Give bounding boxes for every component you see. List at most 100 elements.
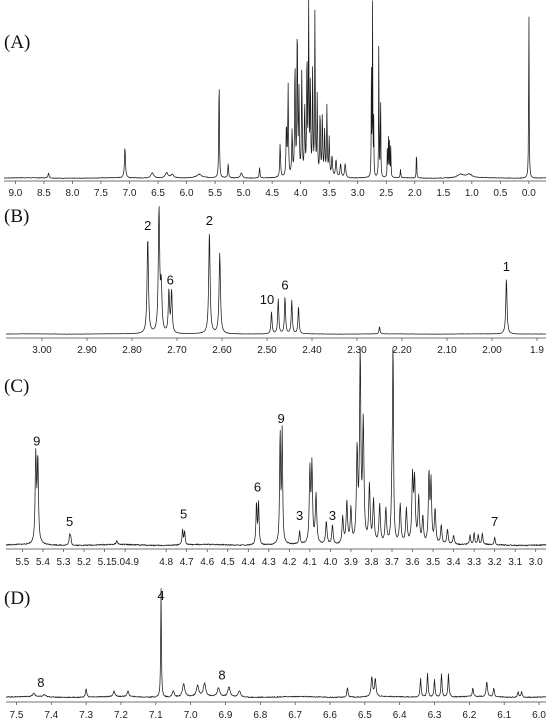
x-tick-label: 0.5: [493, 188, 507, 199]
x-tick-label: 7.0: [123, 188, 137, 199]
x-tick-label: 2.90: [77, 345, 97, 356]
x-tick-label: 4.3: [262, 557, 276, 568]
x-tick-label: 6.3: [428, 710, 442, 721]
x-tick-label: 3.6: [406, 557, 420, 568]
x-tick-label: 6.8: [253, 710, 267, 721]
x-tick-label: 1.5: [436, 188, 450, 199]
peak-label: 8: [218, 668, 225, 683]
x-tick-label: 5.5: [208, 188, 222, 199]
peak-label: 5: [66, 514, 73, 529]
peak-label: 2: [144, 218, 151, 233]
peak-label: 9: [278, 411, 285, 426]
panel-label-c: (C): [4, 376, 29, 397]
peak-label: 6: [254, 480, 261, 495]
x-tick-label: 2.80: [122, 345, 142, 356]
x-tick-label: 3.0: [351, 188, 365, 199]
spectrum-trace: [5, 588, 547, 699]
x-tick-label: 2.0: [408, 188, 422, 199]
x-tick-label: 6.0: [532, 710, 546, 721]
panel-label-a: (A): [4, 32, 30, 53]
x-tick-label: 7.5: [94, 188, 108, 199]
peak-label: 3: [296, 508, 303, 523]
panel-label-d: (D): [4, 588, 30, 609]
x-tick-label: 4.4: [241, 557, 255, 568]
x-tick-label: 7.2: [114, 710, 128, 721]
peak-label: 8: [37, 675, 44, 690]
x-tick-label: 2.70: [167, 345, 187, 356]
x-tick-label: 2.10: [437, 345, 457, 356]
x-tick-label: 6.1: [497, 710, 511, 721]
x-tick-label: 1.0: [465, 188, 479, 199]
panel-a: (A) 9.0 8.5 8.0 7.5 7.0 6.5 6.0 5.5 5.0 4.5 4.0 3.5…: [3, 0, 547, 199]
x-tick-label: 2.50: [257, 345, 277, 356]
x-tick-label: 8.5: [37, 188, 51, 199]
peak-label: 3: [329, 508, 336, 523]
x-tick-label: 5.5: [15, 557, 29, 568]
x-tick-label: 4.6: [200, 557, 214, 568]
x-tick-label: 7.4: [44, 710, 58, 721]
x-tick-label: 5.0: [237, 188, 251, 199]
x-tick-label: 2.40: [302, 345, 322, 356]
panel-d: (D) 7.5 7.4 7.3 7.2 7.1 7.0 6.9 6.8 6.7 6.6 6.5 6.4…: [4, 588, 546, 721]
x-tick-label: 3.8: [365, 557, 379, 568]
x-tick-label: 5.1: [98, 557, 112, 568]
panel-b: (B) 3.00 2.90 2.80 2.70 2.60 2.50 2.40 2.30 2.20…: [4, 206, 547, 356]
x-tick-label: 4.0: [294, 188, 308, 199]
peak-label: 6: [167, 272, 174, 287]
x-tick-label: 2.60: [212, 345, 232, 356]
panel-label-b: (B): [4, 206, 29, 227]
x-tick-label: 6.2: [462, 710, 476, 721]
x-tick-label: 6.4: [393, 710, 407, 721]
x-tick-label: 0.0: [522, 188, 536, 199]
panel-c: (C) 5.5 5.4 5.3 5.2 5.1 5.04.9 4.8 4.7 4.6 4.5 4.4…: [4, 347, 547, 568]
peak-label: 2: [206, 213, 213, 228]
x-tick-label: 3.3: [467, 557, 481, 568]
x-tick-label: 3.0: [529, 557, 543, 568]
x-tick-label: 6.7: [288, 710, 302, 721]
x-tick-label: 6.5: [358, 710, 372, 721]
x-tick-label: 5.4: [36, 557, 50, 568]
peak-label: 1: [503, 259, 510, 274]
x-tick-label: 5.2: [77, 557, 91, 568]
x-tick-label: 1.9: [530, 345, 544, 356]
spectrum-trace: [3, 0, 547, 179]
x-tick-label: 6.5: [151, 188, 165, 199]
x-tick-label: 7.5: [9, 710, 23, 721]
x-tick-label: 6.6: [323, 710, 337, 721]
x-tick-label: 2.30: [347, 345, 367, 356]
peak-label: 6: [281, 277, 288, 292]
x-tick-label: 5.04.9: [111, 557, 139, 568]
peak-label: 5: [180, 506, 187, 521]
peak-label: 10: [260, 292, 274, 307]
x-tick-label: 4.5: [221, 557, 235, 568]
x-tick-label: 5.3: [57, 557, 71, 568]
spectrum-trace: [5, 206, 547, 335]
x-tick-label: 6.0: [180, 188, 194, 199]
x-tick-label: 2.20: [392, 345, 412, 356]
x-tick-label: 8.0: [66, 188, 80, 199]
x-tick-label: 3.5: [322, 188, 336, 199]
x-tick-label: 3.00: [32, 345, 52, 356]
x-tick-label: 3.9: [344, 557, 358, 568]
peak-label: 9: [33, 434, 40, 449]
x-tick-label: 3.7: [385, 557, 399, 568]
x-tick-label: 6.9: [219, 710, 233, 721]
x-tick-label: 7.0: [184, 710, 198, 721]
x-tick-label: 3.4: [447, 557, 461, 568]
x-tick-label: 3.5: [426, 557, 440, 568]
peak-label: 7: [491, 514, 498, 529]
x-tick-label: 4.7: [180, 557, 194, 568]
x-tick-label: 2.5: [379, 188, 393, 199]
x-tick-label: 3.1: [508, 557, 522, 568]
x-tick-label: 9.0: [8, 188, 22, 199]
x-tick-label: 4.1: [303, 557, 317, 568]
x-tick-label: 3.2: [488, 557, 502, 568]
x-tick-label: 2.00: [482, 345, 502, 356]
x-tick-label: 7.3: [79, 710, 93, 721]
x-tick-label: 4.5: [265, 188, 279, 199]
peak-label: 4: [157, 588, 164, 603]
spectrum-trace: [5, 347, 547, 547]
x-tick-label: 4.8: [159, 557, 173, 568]
x-tick-label: 4.0: [323, 557, 337, 568]
